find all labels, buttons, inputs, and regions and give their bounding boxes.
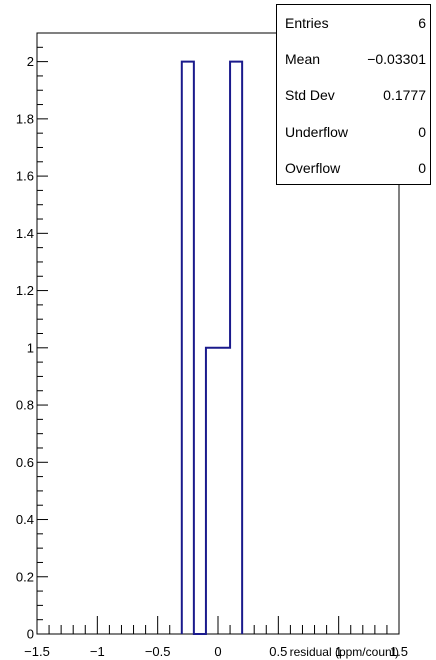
stats-row-underflow: Underflow 0 — [277, 114, 430, 150]
stats-label: Underflow — [285, 123, 349, 140]
x-tick-label: −1 — [90, 644, 105, 659]
stats-label: Mean — [285, 51, 321, 68]
histogram-line — [180, 60, 244, 635]
stats-row-mean: Mean −0.03301 — [277, 41, 430, 77]
x-tick-label: −0.5 — [145, 644, 171, 659]
x-tick-label: −1.5 — [24, 644, 50, 659]
y-tick-label: 1.6 — [16, 169, 34, 184]
y-tick-label: 1 — [27, 340, 34, 355]
y-tick-label: 0.6 — [16, 455, 34, 470]
x-tick-label: 1.5 — [390, 644, 408, 659]
y-tick-label: 0.2 — [16, 569, 34, 584]
stats-row-overflow: Overflow 0 — [277, 150, 430, 186]
stats-value: −0.03301 — [367, 51, 426, 68]
y-tick-label: 2 — [27, 54, 34, 69]
stats-label: Entries — [285, 15, 329, 32]
y-tick-label: 0.8 — [16, 398, 34, 413]
stats-value: 0 — [418, 159, 426, 176]
stats-value: 0.1777 — [383, 87, 426, 104]
x-axis-label: residual (ppm/count) — [290, 645, 399, 659]
stats-row-stddev: Std Dev 0.1777 — [277, 77, 430, 113]
stats-label: Std Dev — [285, 87, 335, 104]
y-tick-label: 1.8 — [16, 111, 34, 126]
x-tick-label: 0 — [214, 644, 221, 659]
x-tick-label: 1 — [335, 644, 342, 659]
y-tick-label: 1.4 — [16, 226, 34, 241]
y-tick-label: 0.4 — [16, 512, 34, 527]
stats-value: 6 — [418, 15, 426, 32]
stats-box: Entries 6 Mean −0.03301 Std Dev 0.1777 U… — [276, 4, 431, 185]
stats-label: Overflow — [285, 159, 341, 176]
x-tick-label: 0.5 — [269, 644, 287, 659]
stats-value: 0 — [418, 123, 426, 140]
y-tick-label: 1.2 — [16, 283, 34, 298]
stats-row-entries: Entries 6 — [277, 5, 430, 41]
y-tick-label: 0 — [27, 627, 34, 642]
